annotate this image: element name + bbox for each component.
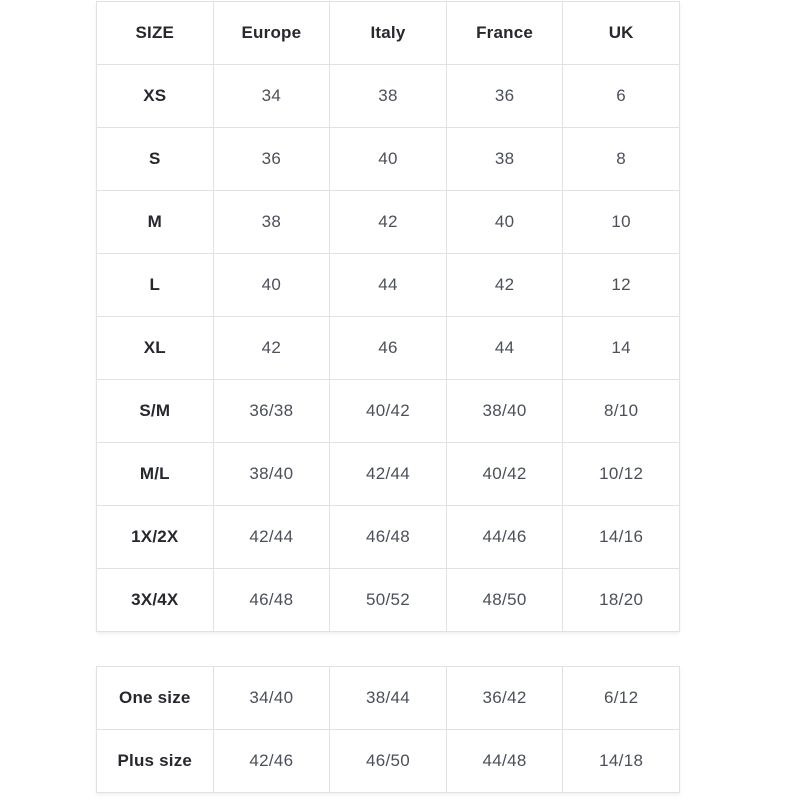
row-label-3x4x: 3X/4X	[96, 568, 214, 632]
table-cell: 46/48	[212, 568, 331, 632]
table-cell: 38	[212, 190, 331, 254]
table-cell: 34/40	[212, 666, 331, 730]
table-cell: 6	[562, 64, 680, 128]
row-label-xs: XS	[96, 64, 214, 128]
table-row: S 36 40 38 8	[96, 127, 680, 191]
row-label-1x2x: 1X/2X	[96, 505, 214, 569]
table-cell: 40	[212, 253, 331, 317]
table-cell: 14/18	[562, 729, 680, 793]
table-cell: 10	[562, 190, 680, 254]
table-cell: 12	[562, 253, 680, 317]
table-row: XL 42 46 44 14	[96, 316, 680, 380]
table-cell: 44	[329, 253, 447, 317]
table-cell: 8/10	[562, 379, 680, 443]
table-cell: 44/46	[445, 505, 564, 569]
table-cell: 40	[445, 190, 564, 254]
table-row: L 40 44 42 12	[96, 253, 680, 317]
table-cell: 38/40	[212, 442, 331, 506]
table-header-row: SIZE Europe Italy France UK	[96, 1, 680, 65]
row-label-plus-size: Plus size	[96, 729, 214, 793]
table-row: One size 34/40 38/44 36/42 6/12	[96, 666, 680, 730]
table-cell: 8	[562, 127, 680, 191]
table-cell: 42	[212, 316, 331, 380]
table-cell: 14/16	[562, 505, 680, 569]
row-label-one-size: One size	[96, 666, 214, 730]
table-row: Plus size 42/46 46/50 44/48 14/18	[96, 729, 680, 793]
table-cell: 36/38	[212, 379, 331, 443]
row-label-s: S	[96, 127, 214, 191]
row-label-m: M	[96, 190, 214, 254]
col-header-uk: UK	[562, 1, 680, 65]
table-cell: 44	[445, 316, 564, 380]
table-cell: 34	[212, 64, 331, 128]
table-cell: 46/50	[329, 729, 447, 793]
table-cell: 42/46	[212, 729, 331, 793]
table-cell: 18/20	[562, 568, 680, 632]
table-row: 1X/2X 42/44 46/48 44/46 14/16	[96, 505, 680, 569]
table-cell: 42/44	[212, 505, 331, 569]
row-label-sm: S/M	[96, 379, 214, 443]
col-header-france: France	[445, 1, 564, 65]
size-conversion-table: SIZE Europe Italy France UK XS 34 38 36 …	[96, 1, 680, 632]
table-cell: 36/42	[445, 666, 564, 730]
table-row: M 38 42 40 10	[96, 190, 680, 254]
table-cell: 42/44	[329, 442, 447, 506]
col-header-size: SIZE	[96, 1, 214, 65]
special-sizes-table: One size 34/40 38/44 36/42 6/12 Plus siz…	[96, 666, 680, 793]
table-cell: 38/44	[329, 666, 447, 730]
table-cell: 42	[329, 190, 447, 254]
table-row: S/M 36/38 40/42 38/40 8/10	[96, 379, 680, 443]
table-cell: 6/12	[562, 666, 680, 730]
row-label-l: L	[96, 253, 214, 317]
table-row: M/L 38/40 42/44 40/42 10/12	[96, 442, 680, 506]
table-cell: 14	[562, 316, 680, 380]
table-cell: 40/42	[445, 442, 564, 506]
table-cell: 46/48	[329, 505, 447, 569]
table-cell: 44/48	[445, 729, 564, 793]
table-cell: 50/52	[329, 568, 447, 632]
table-cell: 36	[445, 64, 564, 128]
row-label-xl: XL	[96, 316, 214, 380]
col-header-italy: Italy	[329, 1, 447, 65]
table-cell: 38	[329, 64, 447, 128]
table-cell: 38	[445, 127, 564, 191]
table-cell: 40	[329, 127, 447, 191]
table-cell: 40/42	[329, 379, 447, 443]
table-cell: 38/40	[445, 379, 564, 443]
table-row: 3X/4X 46/48 50/52 48/50 18/20	[96, 568, 680, 632]
table-cell: 48/50	[445, 568, 564, 632]
table-row: XS 34 38 36 6	[96, 64, 680, 128]
table-cell: 10/12	[562, 442, 680, 506]
table-cell: 36	[212, 127, 331, 191]
table-cell: 46	[329, 316, 447, 380]
table-cell: 42	[445, 253, 564, 317]
col-header-europe: Europe	[212, 1, 331, 65]
row-label-ml: M/L	[96, 442, 214, 506]
